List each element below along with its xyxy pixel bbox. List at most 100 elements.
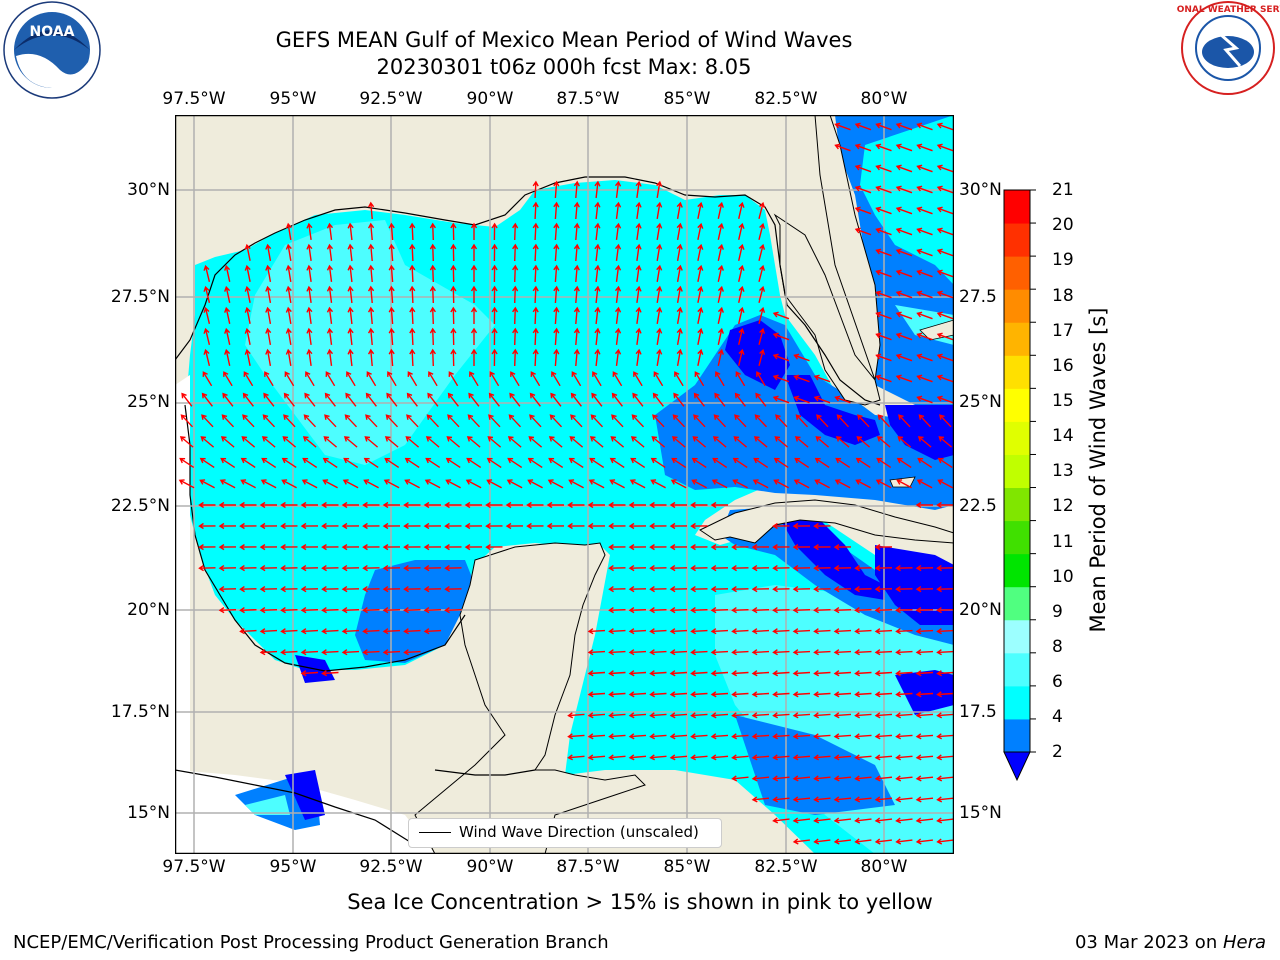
low-period-zone [735, 715, 895, 815]
wind-arrow [447, 392, 459, 407]
wind-arrow [464, 501, 482, 509]
wind-arrow [854, 164, 872, 173]
wind-arrow [573, 264, 580, 283]
wind-arrow [363, 457, 379, 468]
colorbar-segment [1004, 322, 1030, 356]
wind-arrow [406, 414, 419, 428]
wind-arrow [628, 544, 647, 551]
wind-arrow [690, 501, 708, 509]
wind-arrow [936, 269, 954, 278]
wind-arrow [751, 565, 770, 572]
lon-label-top: 82.5°W [754, 89, 818, 109]
wind-arrow [738, 201, 745, 219]
wind-arrow [918, 414, 932, 428]
wind-arrow [710, 501, 728, 509]
wind-arrow [652, 392, 664, 407]
wind-arrow [341, 586, 360, 593]
wind-arrow [875, 164, 892, 173]
wind-arrow [347, 222, 354, 241]
wind-arrow [223, 371, 233, 387]
wind-arrow [751, 649, 770, 656]
wind-arrow [466, 457, 482, 468]
wind-arrow [285, 222, 292, 241]
wind-arrow [427, 392, 439, 407]
wind-arrow [854, 691, 872, 698]
wind-arrow [732, 457, 748, 468]
wind-arrow [772, 544, 790, 551]
wind-arrow [362, 586, 380, 593]
wind-arrow [409, 348, 416, 367]
wind-arrow [242, 414, 255, 428]
wind-arrow [244, 327, 251, 345]
wind-arrow [895, 628, 913, 635]
wind-arrow [895, 227, 913, 236]
wind-arrow [512, 243, 519, 262]
wind-arrow [814, 479, 830, 489]
wind-arrow [553, 327, 560, 346]
wind-arrow [710, 544, 729, 551]
very-low-period-zone [775, 510, 885, 600]
sea-ice-note: Sea Ice Concentration > 15% is shown in … [347, 890, 933, 914]
wind-arrow [608, 733, 626, 740]
wind-arrow [285, 327, 292, 346]
wind-arrow [429, 222, 436, 241]
wind-arrow [936, 290, 954, 299]
wind-arrow [854, 227, 872, 236]
wind-arrow [854, 838, 872, 845]
lat-label-right: 25°N [959, 392, 1002, 412]
wind-arrow [614, 180, 622, 198]
colorbar-segment [1004, 685, 1030, 720]
wind-arrow [916, 479, 933, 489]
wind-arrow [896, 479, 912, 489]
wind-arrow [669, 754, 688, 761]
wind-arrow [594, 348, 601, 367]
wind-arrow [404, 479, 420, 489]
wind-arrow [260, 479, 277, 489]
wind-arrow [244, 264, 251, 282]
lon-label-bottom: 95°W [269, 857, 317, 877]
wind-arrow [512, 327, 519, 346]
wind-arrow [772, 522, 790, 530]
wind-arrow [833, 607, 852, 614]
wind-arrow [792, 670, 811, 677]
wind-arrow [406, 392, 418, 407]
wind-arrow [321, 501, 339, 509]
wind-arrow [854, 586, 872, 593]
wind-arrow [470, 222, 478, 240]
wind-arrow [285, 285, 292, 304]
wind-arrow [875, 332, 892, 341]
wind-arrow [936, 501, 954, 509]
wind-arrow [751, 670, 770, 677]
wind-arrow [202, 371, 213, 387]
wind-arrow [756, 371, 766, 387]
wind-arrow [382, 649, 401, 656]
colorbar-tick: 10 [1052, 567, 1074, 587]
wind-arrow [629, 479, 646, 489]
wind-arrow [792, 691, 811, 698]
wind-arrow [916, 395, 933, 404]
wind-arrow [649, 649, 667, 656]
wind-arrow [527, 457, 543, 468]
wind-arrow [875, 122, 892, 131]
wind-arrow [239, 628, 257, 635]
wind-arrow [265, 327, 272, 346]
wind-arrow [611, 392, 623, 407]
wind-arrow [512, 348, 519, 367]
wind-arrow [895, 353, 913, 362]
wind-arrow [758, 285, 766, 303]
wind-arrow [611, 414, 624, 428]
wind-arrow [628, 670, 647, 677]
very-low-period-zone [875, 545, 954, 625]
wind-arrow [813, 775, 831, 782]
wind-arrow [936, 586, 954, 593]
colorbar-tick: 14 [1052, 426, 1074, 446]
wind-arrow [403, 628, 421, 635]
wind-arrow [306, 222, 313, 240]
wind-arrow [669, 565, 688, 572]
wind-arrow [341, 607, 360, 614]
lat-label-left: 20°N [127, 600, 170, 620]
wind-arrow [772, 754, 790, 761]
wind-arrow [608, 565, 626, 572]
wind-arrow [936, 565, 954, 572]
wind-arrow [221, 414, 235, 428]
